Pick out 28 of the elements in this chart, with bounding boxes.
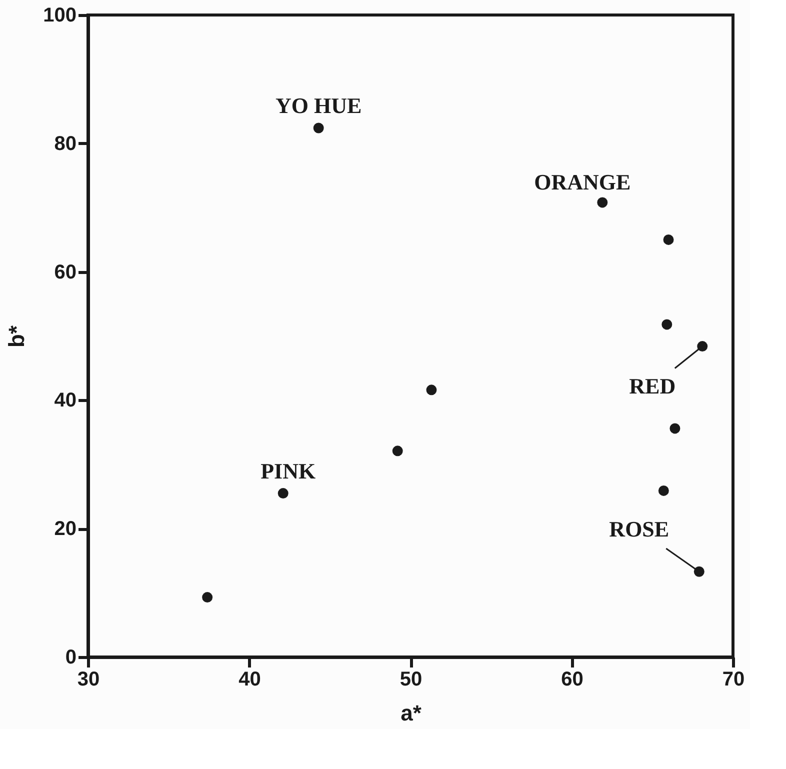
y-tick-label: 80 [54,132,76,155]
point [663,234,674,245]
point [658,485,669,496]
x-tick-label: 60 [561,668,584,690]
x-tick-label: 40 [238,668,261,690]
x-tick-label: 30 [77,668,100,690]
annotation: ORANGE [534,169,631,194]
y-tick-label: 100 [43,4,76,26]
annotation: RED [629,373,676,398]
point [662,319,672,330]
point [597,197,608,208]
annotation: PINK [260,458,316,484]
point [670,423,680,434]
annotation: ROSE [609,516,670,542]
x-tick-label: 50 [400,668,422,690]
y-tick-label: 60 [54,261,76,284]
point [426,384,437,396]
point [392,446,403,456]
point [278,488,288,499]
point [202,592,213,603]
y-axis-title: b* [4,325,30,348]
x-tick-label: 70 [722,668,745,690]
point [313,122,324,134]
x-axis-title: a* [400,700,422,726]
y-tick-label: 40 [54,390,76,412]
y-tick-label: 20 [54,518,76,540]
annotation: YO HUE [275,92,362,118]
y-tick-label: 0 [65,646,76,668]
